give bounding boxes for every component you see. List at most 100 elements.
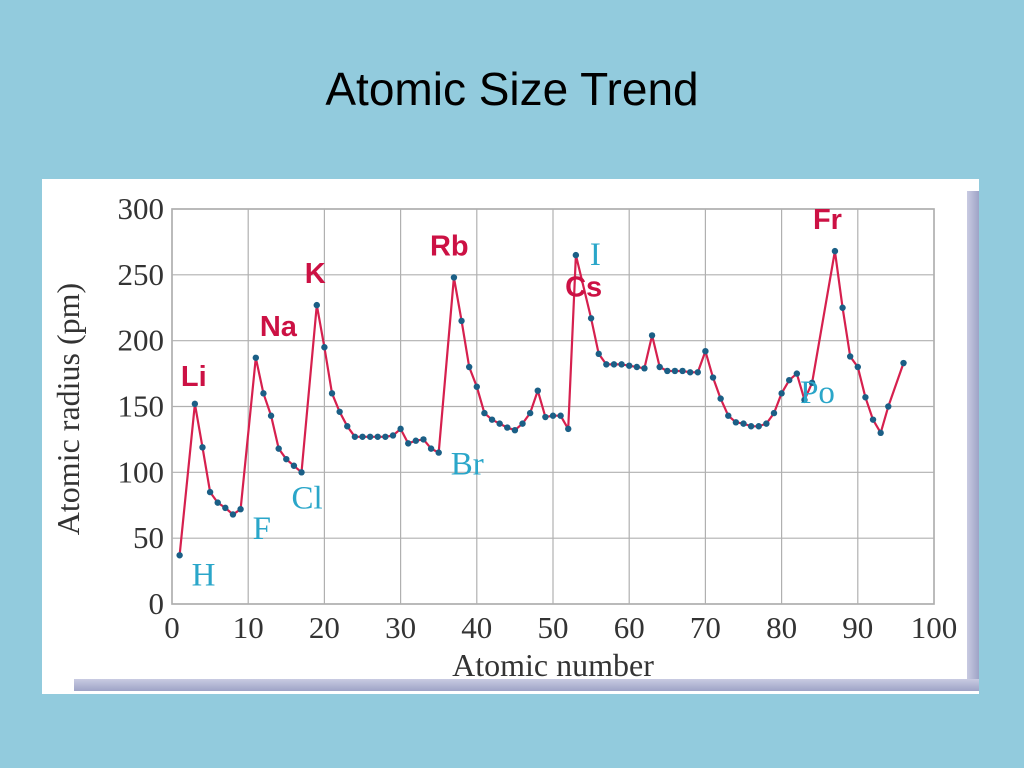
data-point — [786, 376, 793, 384]
data-point — [603, 361, 610, 368]
data-point — [747, 423, 755, 430]
data-point — [846, 353, 854, 360]
data-point — [229, 511, 237, 518]
y-tick-label: 200 — [118, 323, 165, 358]
data-point — [504, 424, 511, 431]
series-line — [178, 249, 905, 556]
element-label-na: Na — [260, 311, 298, 343]
data-point — [869, 416, 877, 423]
x-tick-label: 30 — [385, 610, 416, 645]
y-tick-label: 250 — [118, 257, 165, 292]
data-point — [511, 427, 519, 434]
x-tick-label: 50 — [538, 610, 569, 645]
data-point — [565, 425, 572, 433]
data-point — [519, 420, 526, 427]
data-point — [549, 412, 557, 419]
data-point — [633, 363, 641, 371]
data-point — [397, 425, 404, 433]
data-point — [199, 444, 206, 451]
data-point — [801, 396, 808, 404]
data-point — [222, 504, 229, 512]
data-point — [382, 433, 389, 440]
y-tick-label: 150 — [118, 389, 165, 424]
data-point — [717, 395, 724, 402]
x-tick-label: 60 — [614, 610, 645, 645]
data-point — [313, 301, 320, 309]
data-point — [481, 409, 488, 417]
data-point — [191, 400, 199, 408]
element-label-h: H — [192, 557, 216, 593]
data-point — [465, 363, 473, 371]
element-label-cs: Cs — [565, 271, 602, 303]
element-label-fr: Fr — [813, 204, 842, 236]
data-point — [618, 361, 625, 368]
data-point — [770, 409, 778, 417]
data-point — [671, 367, 679, 375]
element-label-po: Po — [800, 375, 835, 411]
element-label-li: Li — [181, 361, 207, 393]
element-annotations: Li NaK Rb Cs Fr H F Cl Br I Po — [181, 204, 842, 593]
element-label-i: I — [590, 237, 601, 273]
element-label-cl: Cl — [292, 480, 323, 516]
data-point — [595, 350, 602, 358]
data-markers — [176, 247, 907, 559]
x-tick-label: 20 — [309, 610, 340, 645]
data-point — [488, 416, 496, 423]
card-shadow-right — [967, 191, 979, 691]
data-point — [496, 420, 503, 427]
chart-panel: 0 10 20 30 40 50 60 70 80 90 100 0 50 100 150 200 250 300… — [42, 179, 979, 694]
data-point — [626, 362, 633, 369]
data-point — [702, 348, 709, 355]
data-point — [321, 344, 328, 351]
data-point — [412, 437, 420, 444]
data-point — [755, 423, 762, 430]
data-point — [275, 445, 282, 452]
data-point — [725, 412, 732, 419]
data-point — [260, 390, 267, 397]
data-point — [458, 317, 465, 325]
data-point — [763, 420, 770, 427]
atomic-radius-chart: 0 10 20 30 40 50 60 70 80 90 100 0 50 100 150 200 250 300… — [50, 191, 979, 691]
element-label-br: Br — [451, 447, 484, 483]
gridlines — [171, 208, 935, 605]
data-point — [877, 429, 884, 437]
data-point — [237, 506, 244, 513]
data-point — [374, 433, 381, 440]
data-point — [854, 363, 861, 371]
data-point — [694, 369, 701, 376]
x-tick-label: 90 — [842, 610, 873, 645]
data-point — [405, 440, 412, 447]
data-point — [206, 488, 214, 496]
data-point — [686, 369, 694, 376]
slide-title: Atomic Size Trend — [325, 63, 699, 115]
data-point — [366, 433, 374, 440]
y-tick-label: 0 — [149, 586, 165, 621]
data-point — [420, 436, 427, 443]
data-point — [862, 394, 869, 401]
data-point — [656, 363, 663, 371]
data-point — [290, 462, 298, 469]
data-point — [900, 359, 907, 367]
x-tick-label: 80 — [766, 610, 797, 645]
data-point — [664, 367, 671, 375]
tick-labels: 0 10 20 30 40 50 60 70 80 90 100 0 50 100 150 200 250 300 — [118, 191, 958, 645]
data-point — [214, 499, 221, 506]
data-point — [885, 403, 892, 410]
data-point — [328, 390, 336, 397]
element-label-rb: Rb — [430, 230, 469, 262]
data-point — [793, 370, 801, 377]
data-point — [427, 445, 435, 452]
data-point — [344, 423, 351, 430]
data-point — [679, 367, 686, 375]
element-label-f: F — [253, 511, 271, 547]
data-point — [648, 332, 656, 339]
data-point — [572, 251, 580, 259]
data-point — [473, 383, 480, 390]
x-tick-label: 40 — [461, 610, 492, 645]
x-tick-label: 100 — [911, 610, 958, 645]
data-point — [252, 354, 260, 361]
data-point — [351, 433, 359, 440]
data-point — [808, 379, 816, 386]
data-point — [526, 409, 534, 417]
y-tick-label: 300 — [118, 191, 165, 226]
